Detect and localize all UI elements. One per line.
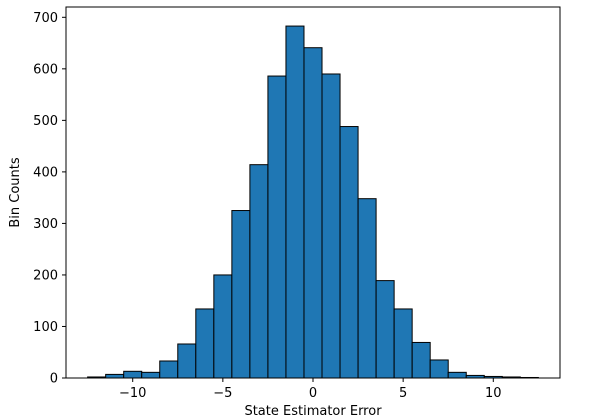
- histogram-bar: [411, 341, 431, 379]
- histogram-bar: [195, 308, 215, 379]
- histogram-bar: [213, 274, 233, 379]
- histogram-bar: [321, 73, 341, 379]
- histogram-bar: [267, 75, 287, 379]
- y-tick-label: 100: [33, 320, 58, 335]
- histogram-bar: [105, 373, 125, 379]
- y-tick-label: 200: [33, 268, 58, 283]
- x-tick-label: −10: [119, 386, 146, 401]
- histogram-bar: [177, 343, 197, 379]
- y-tick-label: 600: [33, 62, 58, 77]
- y-tick-label: 700: [33, 11, 58, 26]
- y-axis-title: Bin Counts: [8, 157, 23, 228]
- histogram-bar: [357, 198, 377, 379]
- x-axis-title: State Estimator Error: [244, 404, 382, 419]
- histogram-bar: [123, 370, 143, 379]
- x-tick-label: −5: [213, 386, 232, 401]
- y-tick-label: 0: [50, 372, 58, 387]
- y-tick-label: 500: [33, 114, 58, 129]
- histogram-bars: [87, 25, 539, 379]
- histogram-bar: [393, 308, 413, 379]
- histogram-bar: [231, 210, 251, 379]
- x-axis: −10 −5 0 5 10: [119, 378, 502, 401]
- y-tick-label: 300: [33, 217, 58, 232]
- x-tick-label: 0: [309, 386, 317, 401]
- histogram-bar: [447, 371, 467, 379]
- histogram-bar: [429, 359, 449, 379]
- histogram-bar: [339, 126, 359, 379]
- y-tick-label: 400: [33, 165, 58, 180]
- histogram-bar: [285, 25, 305, 379]
- histogram-bar: [303, 47, 323, 379]
- histogram-bar: [375, 280, 395, 379]
- y-axis: 0 100 200 300 400 500 600 700: [33, 11, 66, 387]
- histogram-bar: [159, 360, 179, 379]
- x-tick-label: 10: [485, 386, 502, 401]
- histogram-bar: [141, 371, 161, 379]
- x-tick-label: 5: [399, 386, 407, 401]
- histogram-bar: [249, 164, 269, 379]
